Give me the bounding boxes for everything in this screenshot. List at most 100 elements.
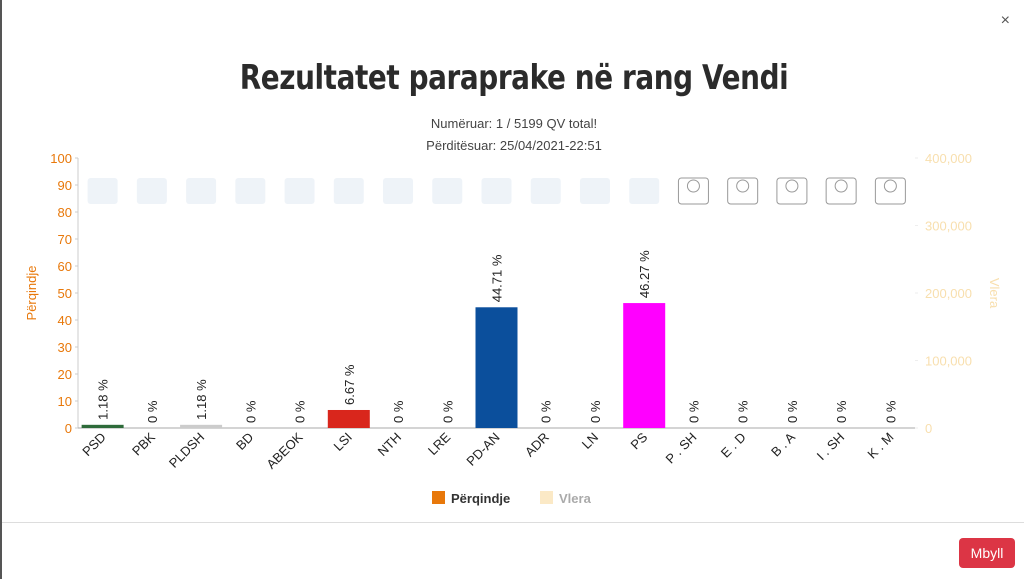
value-label: 44.71 % bbox=[490, 254, 505, 302]
logo-frame bbox=[383, 178, 414, 204]
x-tick-label: I . SH bbox=[814, 430, 848, 464]
logo-frame bbox=[333, 178, 364, 204]
logo-frame bbox=[579, 178, 610, 204]
y-tick-label: 30 bbox=[58, 340, 72, 355]
bar bbox=[327, 409, 370, 428]
party-logo bbox=[284, 178, 315, 204]
y-axis-title: Përqindje bbox=[24, 266, 39, 321]
logo-frame bbox=[825, 177, 857, 205]
y-tick-label: 20 bbox=[58, 367, 72, 382]
value-label: 0 % bbox=[834, 400, 849, 423]
x-tick-label: LRE bbox=[425, 429, 454, 458]
party-logo bbox=[432, 178, 463, 204]
logo-frame bbox=[727, 177, 759, 205]
y-tick-label: 40 bbox=[58, 313, 72, 328]
logo-head bbox=[883, 179, 897, 193]
legend-swatch bbox=[432, 491, 445, 504]
x-tick-label: PS bbox=[627, 429, 650, 452]
party-logo bbox=[874, 177, 906, 205]
value-label: 1.18 % bbox=[194, 379, 209, 420]
logo-frame bbox=[776, 177, 808, 205]
party-logo bbox=[677, 177, 709, 205]
party-logo bbox=[235, 178, 266, 204]
bar bbox=[623, 303, 666, 428]
x-tick-label: B . A bbox=[768, 429, 798, 459]
party-logo bbox=[136, 178, 167, 204]
value-label: 0 % bbox=[293, 400, 308, 423]
logo-frame bbox=[874, 177, 906, 205]
logo-frame bbox=[186, 178, 217, 204]
value-label: 0 % bbox=[588, 400, 603, 423]
x-tick-label: LSI bbox=[331, 430, 355, 454]
legend-label: Përqindje bbox=[451, 491, 510, 506]
party-logo bbox=[383, 178, 414, 204]
logo-frame bbox=[284, 178, 315, 204]
subtitle: Përditësuar: 25/04/2021-22:51 bbox=[426, 138, 602, 153]
value-label: 46.27 % bbox=[637, 250, 652, 298]
logo-frame bbox=[136, 178, 167, 204]
x-tick-label: K . M bbox=[864, 430, 896, 462]
y-tick-label: 90 bbox=[58, 178, 72, 193]
logo-frame bbox=[235, 178, 266, 204]
chart-title: Rezultatet paraprake në rang Vendi bbox=[239, 58, 789, 98]
logo-frame bbox=[677, 177, 709, 205]
y-tick-label: 0 bbox=[65, 421, 72, 436]
value-label: 6.67 % bbox=[342, 364, 357, 405]
value-label: 0 % bbox=[736, 400, 751, 423]
party-logo bbox=[530, 178, 561, 204]
party-logo bbox=[87, 178, 118, 204]
logo-head bbox=[834, 179, 848, 193]
close-modal-button[interactable]: Mbyll bbox=[959, 538, 1015, 568]
close-button[interactable]: × bbox=[1000, 12, 1010, 29]
logo-frame bbox=[629, 178, 660, 204]
y-tick-label: 60 bbox=[58, 259, 72, 274]
value-label: 0 % bbox=[145, 400, 160, 423]
party-logo bbox=[333, 178, 364, 204]
value-label: 0 % bbox=[391, 400, 406, 423]
y2-axis-title: Vlera bbox=[987, 278, 1002, 309]
legend-swatch bbox=[540, 491, 553, 504]
x-tick-label: BD bbox=[233, 430, 256, 453]
bar bbox=[180, 424, 223, 428]
y-tick-label: 80 bbox=[58, 205, 72, 220]
footer-divider bbox=[2, 522, 1024, 523]
y-tick-label: 100 bbox=[50, 151, 72, 166]
y2-tick-label: 100,000 bbox=[925, 354, 972, 369]
logo-head bbox=[785, 179, 799, 193]
party-logo bbox=[825, 177, 857, 205]
y-tick-label: 10 bbox=[58, 394, 72, 409]
logo-frame bbox=[432, 178, 463, 204]
value-label: 1.18 % bbox=[96, 379, 111, 420]
chart: 0 10 20 30 40 50 60 70 80 90 100 0 100,000 200,000 300… bbox=[24, 151, 1002, 506]
x-tick-label: ABEOK bbox=[263, 429, 306, 472]
bar bbox=[475, 307, 518, 428]
party-logo bbox=[186, 178, 217, 204]
logo-head bbox=[736, 179, 750, 193]
y-tick-label: 50 bbox=[58, 286, 72, 301]
subtitle: Numëruar: 1 / 5199 QV total! bbox=[430, 116, 598, 131]
x-tick-label: PD-AN bbox=[463, 430, 502, 469]
party-logo bbox=[481, 178, 512, 204]
legend-label: Vlera bbox=[559, 491, 592, 506]
bar bbox=[81, 424, 124, 428]
value-label: 0 % bbox=[539, 400, 554, 423]
y2-tick-label: 200,000 bbox=[925, 286, 972, 301]
y2-tick-label: 300,000 bbox=[925, 219, 972, 234]
x-tick-label: E . D bbox=[718, 430, 749, 461]
party-logo bbox=[579, 178, 610, 204]
y2-tick-label: 400,000 bbox=[925, 151, 972, 166]
value-label: 0 % bbox=[440, 400, 455, 423]
value-label: 0 % bbox=[883, 400, 898, 423]
x-tick-label: PBK bbox=[129, 429, 158, 458]
x-tick-label: LN bbox=[579, 430, 601, 452]
party-logo bbox=[727, 177, 759, 205]
logo-frame bbox=[87, 178, 118, 204]
y2-tick-label: 0 bbox=[925, 421, 932, 436]
value-label: 0 % bbox=[785, 400, 800, 423]
x-tick-label: ADR bbox=[522, 430, 552, 460]
x-tick-label: NTH bbox=[375, 430, 404, 459]
logo-frame bbox=[481, 178, 512, 204]
value-label: 0 % bbox=[686, 400, 701, 423]
logo-frame bbox=[530, 178, 561, 204]
